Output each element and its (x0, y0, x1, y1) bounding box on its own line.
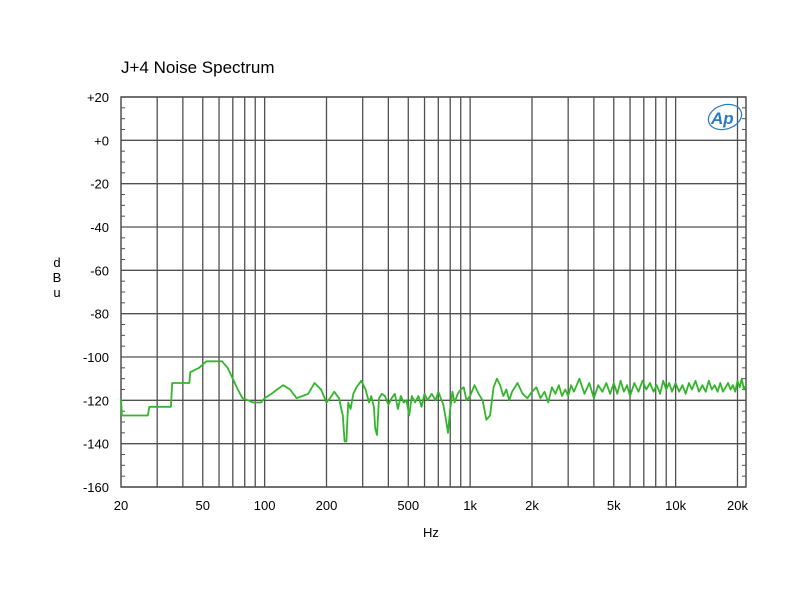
x-tick-label: 20k (727, 498, 748, 513)
ap-logo-text: Ap (710, 109, 734, 128)
x-tick-label: 500 (397, 498, 419, 513)
y-tick-label: -160 (83, 480, 109, 495)
y-tick-label: -40 (90, 220, 109, 235)
y-tick-label: -120 (83, 393, 109, 408)
y-tick-label: -20 (90, 177, 109, 192)
y-tick-label: +0 (94, 133, 109, 148)
plot-frame (120, 96, 747, 488)
y-tick-label: -60 (90, 263, 109, 278)
y-tick-label: +20 (87, 90, 109, 105)
x-tick-label: 200 (316, 498, 338, 513)
x-tick-label: 1k (463, 498, 477, 513)
x-tick-label: 100 (254, 498, 276, 513)
noise-spectrum-line (120, 360, 747, 443)
y-tick-label: -80 (90, 307, 109, 322)
chart-title: J+4 Noise Spectrum (121, 58, 275, 77)
y-tick-label: -100 (83, 350, 109, 365)
x-tick-label: 20 (114, 498, 128, 513)
x-tick-label: 50 (196, 498, 210, 513)
x-axis-label: Hz (423, 525, 439, 540)
y-tick-label: -140 (83, 437, 109, 452)
y-axis-label: d B u (52, 255, 62, 300)
ap-logo-icon: Ap (707, 103, 743, 131)
x-tick-label: 2k (525, 498, 539, 513)
x-tick-label: 5k (607, 498, 621, 513)
x-tick-label: 10k (665, 498, 686, 513)
